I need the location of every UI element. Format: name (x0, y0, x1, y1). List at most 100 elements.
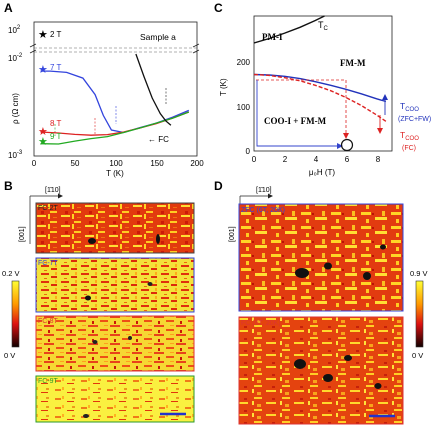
fc-path (256, 79, 347, 136)
series-marker-2t: ★ (38, 29, 48, 41)
pm-i-label: PM-I (262, 32, 283, 42)
direction-top-label: [1̄10] (45, 187, 61, 194)
panel-a-frame (33, 21, 198, 157)
panel-c: C 0 100 200 T (K) 0 2 4 6 8 μ₀H (T) PM-I… (214, 1, 431, 177)
fc-label: ← FC (148, 135, 169, 144)
zfc-path (256, 80, 338, 147)
arrow-down-icon (377, 128, 383, 134)
panel-b: B [1̄10] [001] FC-2T FC-7T FC-8T FC-9T 0… (2, 179, 195, 423)
stm-map-fc-7t (35, 257, 195, 313)
panel-c-xlabel: μ₀H (T) (309, 168, 335, 177)
series-line-9-t (40, 111, 190, 145)
map-label: FC-2T (38, 205, 59, 212)
dark-domain (85, 295, 91, 301)
stm-map-fc (238, 316, 404, 425)
x-tick-label: 50 (71, 159, 80, 168)
tcoo-fc-label: TCOO (400, 130, 419, 142)
dark-domain (374, 383, 382, 389)
y-tick-label: 10-3 (8, 150, 23, 160)
dark-domain (88, 238, 96, 244)
series-line-tcoo-zfc-fw- (253, 73, 387, 103)
x-tick-label: 2 (283, 155, 288, 164)
series-line-tcoo-fc- (253, 73, 387, 122)
arrow-right-icon (58, 193, 63, 199)
zfc-fw-label: (ZFC+FW) (398, 116, 431, 123)
scale-top-label: 0.9 V (410, 269, 428, 278)
panel-label-b: B (4, 179, 13, 193)
x-tick-label: 8 (376, 155, 381, 164)
series-label-2t: 2 T (50, 30, 62, 39)
stm-map-fc-2t (35, 202, 195, 254)
panel-d: D [1̄10] [001] ZFC (6T, 20K) FC (6T, 20K… (214, 179, 428, 425)
panel-a-ylabel: ρ (Ω cm) (11, 93, 20, 124)
color-scale-bar (415, 280, 424, 348)
fm-m-label: FM-M (340, 58, 366, 68)
series-marker-9t: ★ (38, 136, 48, 148)
dark-domain (295, 268, 309, 278)
dark-domain (294, 359, 306, 369)
y-tick-label: 200 (237, 58, 251, 67)
y-tick-label: 102 (8, 25, 21, 35)
series-marker-8t: ★ (38, 126, 48, 138)
map-label: FC-9T (38, 378, 59, 385)
dark-domain (83, 414, 89, 418)
map-label: FC-8T (38, 318, 59, 325)
coo-label: COO-I + FM-M (264, 116, 327, 126)
arrow-head-icon (337, 143, 343, 149)
x-tick-label: 0 (252, 155, 257, 164)
y-tick-label: 100 (237, 103, 251, 112)
dark-domain (344, 355, 352, 361)
map-label: FC (6T, 20K) (241, 320, 281, 327)
series-label-8t: 8 T (50, 119, 62, 128)
series-line-tc (253, 15, 325, 44)
axis-break-mark (29, 43, 37, 54)
x-tick-label: 200 (190, 159, 204, 168)
dark-domain (324, 262, 332, 270)
target-circle (340, 138, 354, 152)
fc-paren-label: (FC) (402, 145, 416, 152)
scale-top-label: 0.2 V (2, 269, 20, 278)
axis-break-mark (192, 43, 200, 54)
scale-bottom-label: 0 V (4, 351, 15, 360)
panel-label-c: C (214, 1, 223, 15)
tcoo-zfc-label: TCOO (400, 101, 419, 113)
series-line-8-t (40, 111, 190, 136)
map-label: ZFC (6T, 20K) (241, 207, 285, 214)
x-tick-label: 150 (150, 159, 164, 168)
x-tick-label: 6 (345, 155, 350, 164)
direction-top-label: [1̄10] (256, 187, 272, 194)
arrow-right-icon (268, 193, 273, 199)
panel-a-xlabel: T (K) (106, 169, 124, 178)
series-label-9t: 9 T (50, 132, 62, 141)
arrow-up-icon (382, 94, 388, 100)
panel-a: A 102 10-2 10-3 ρ (Ω cm) 0 50 100 150 20… (4, 1, 204, 178)
arrow-head-icon (343, 133, 349, 139)
dark-domain (363, 272, 371, 280)
x-tick-label: 100 (109, 159, 123, 168)
y-tick-label: 10-2 (8, 53, 23, 63)
direction-side-label: [001] (229, 226, 236, 242)
x-tick-label: 0 (32, 159, 37, 168)
series-label-7t: 7 T (50, 63, 62, 72)
panel-a-plot (40, 53, 190, 145)
map-label: FC-7T (38, 260, 59, 267)
scale-bottom-label: 0 V (412, 351, 423, 360)
panel-c-plot (253, 15, 387, 122)
panel-label-a: A (4, 1, 13, 15)
dark-domain (323, 374, 333, 382)
color-scale-bar (11, 280, 20, 348)
x-tick-label: 4 (314, 155, 319, 164)
y-tick-label: 0 (246, 147, 251, 156)
stm-map-zfc (238, 203, 404, 312)
direction-side-label: [001] (19, 226, 26, 242)
dark-domain (92, 340, 98, 344)
series-marker-7t: ★ (38, 64, 48, 76)
dark-domain (147, 282, 153, 286)
panel-label-d: D (214, 179, 223, 193)
panel-c-ylabel: T (K) (219, 78, 228, 96)
stm-map-fc-8t (35, 315, 195, 372)
dark-domain (156, 234, 160, 244)
series-line-2-t-upturn (135, 53, 172, 126)
tc-label: TC (318, 20, 329, 32)
